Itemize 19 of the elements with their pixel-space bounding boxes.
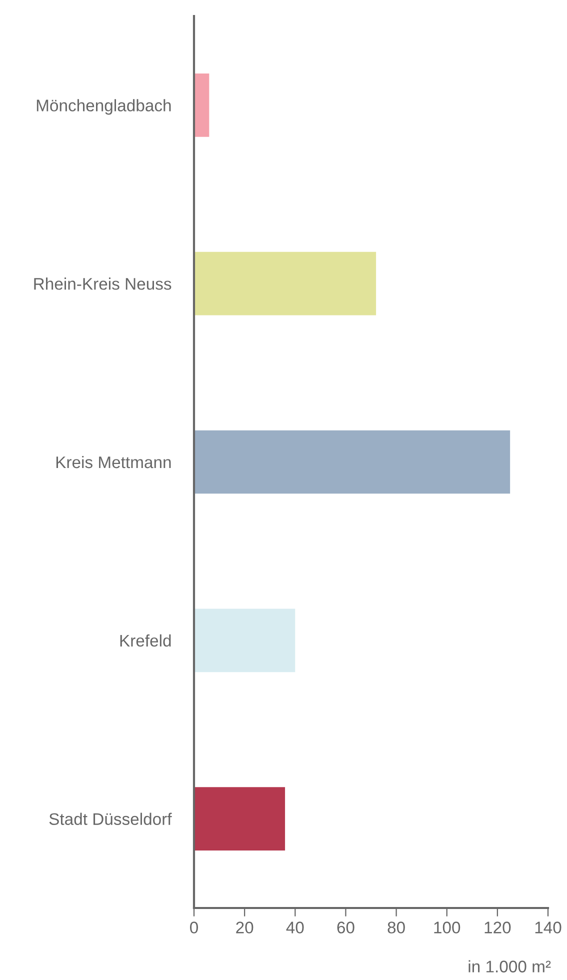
x-tick-label: 120	[484, 922, 511, 934]
bar	[194, 787, 286, 850]
x-tick-label: 80	[388, 922, 405, 934]
x-tick-label: 40	[286, 922, 304, 934]
y-tick-label: Krefeld	[120, 634, 171, 647]
bar	[194, 252, 376, 316]
y-tick-label: Kreis Mettmann	[56, 456, 171, 468]
y-tick-label: Rhein-Kreis Neuss	[34, 278, 172, 290]
x-tick-label: 100	[434, 922, 460, 934]
x-tick-label: 20	[236, 922, 254, 934]
x-tick-label: 60	[337, 922, 354, 934]
x-tick-label: 0	[190, 922, 198, 934]
y-tick-label: Mönchengladbach	[36, 99, 171, 115]
bar	[194, 430, 510, 494]
x-axis-title: in 1.000 m²	[468, 960, 551, 972]
x-tick-label: 140	[535, 922, 562, 934]
y-tick-label: Stadt Düsseldorf	[49, 812, 172, 826]
bar	[194, 74, 210, 137]
bar	[194, 608, 296, 672]
